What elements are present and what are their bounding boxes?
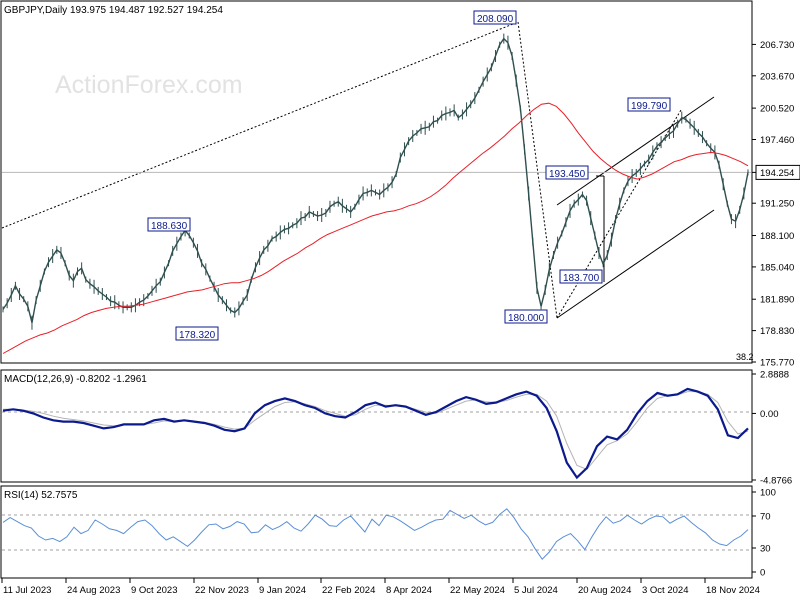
x-axis-tick-label: 22 Nov 2023 bbox=[195, 585, 249, 596]
x-axis-tick: 22 Nov 2023 bbox=[193, 578, 249, 596]
price-y-tick-label: 203.670 bbox=[760, 71, 794, 82]
price-level-label: 180.000 bbox=[504, 309, 548, 324]
price-y-tick-label: 181.890 bbox=[760, 295, 794, 306]
macd-y-tick-label: 0.00 bbox=[760, 409, 779, 420]
channel-upper-line bbox=[556, 96, 715, 206]
x-axis-tick: 9 Oct 2023 bbox=[129, 578, 177, 596]
x-axis-tick: 24 Aug 2023 bbox=[65, 578, 120, 596]
rsi-y-tick-label: 100 bbox=[760, 488, 776, 499]
x-axis-tick-label: 3 Oct 2024 bbox=[642, 585, 688, 596]
rsi-y-tick: 70 bbox=[752, 512, 771, 523]
price-y-tick: 188.100 bbox=[752, 231, 794, 242]
x-axis-tick-label: 20 Aug 2024 bbox=[578, 585, 631, 596]
x-axis-tick-label: 9 Oct 2023 bbox=[131, 585, 177, 596]
rsi-y-tick-label: 0 bbox=[760, 568, 765, 579]
watermark: ActionForex.com bbox=[55, 71, 243, 99]
price-level-label: 188.630 bbox=[147, 217, 191, 232]
x-axis-tick-label: 22 Feb 2024 bbox=[322, 585, 375, 596]
x-axis-tick: 18 Nov 2024 bbox=[704, 578, 760, 596]
rsi-panel-frame bbox=[0, 485, 753, 579]
x-axis-tick: 20 Aug 2024 bbox=[576, 578, 631, 596]
x-axis-tick-label: 24 Aug 2023 bbox=[67, 585, 120, 596]
price-level-text: 180.000 bbox=[508, 313, 545, 324]
price-level-text: 208.090 bbox=[477, 14, 514, 25]
rsi-y-tick: 30 bbox=[752, 544, 771, 555]
x-axis-tick: 11 Jul 2023 bbox=[1, 578, 51, 596]
price-y-tick-label: 188.100 bbox=[760, 231, 794, 242]
price-y-tick-label: 185.040 bbox=[760, 262, 794, 273]
fib-level-label: 38.2 bbox=[736, 352, 754, 362]
price-level-text: 183.700 bbox=[563, 273, 600, 284]
price-y-tick: 178.830 bbox=[752, 326, 794, 337]
price-y-tick-label: 175.770 bbox=[760, 358, 794, 369]
macd-y-tick: 2.8888 bbox=[752, 370, 789, 381]
rsi-panel-header: RSI(14) 52.7575 bbox=[4, 490, 78, 501]
x-axis-tick-label: 9 Jan 2024 bbox=[259, 585, 306, 596]
price-y-tick-label: 206.730 bbox=[760, 40, 794, 51]
macd-y-tick-label: 2.8888 bbox=[760, 370, 789, 381]
price-level-label: 199.790 bbox=[627, 97, 671, 112]
price-y-tick: 200.520 bbox=[752, 104, 794, 115]
price-y-tick: 203.670 bbox=[752, 71, 794, 82]
macd-y-tick: 0.00 bbox=[752, 409, 779, 420]
price-y-tick: 206.730 bbox=[752, 40, 794, 51]
x-axis-tick-label: 22 May 2024 bbox=[450, 585, 505, 596]
rsi-line bbox=[2, 508, 749, 560]
x-axis-tick: 3 Oct 2024 bbox=[640, 578, 688, 596]
macd-line bbox=[2, 387, 749, 480]
price-panel-header: GBPJPY,Daily 193.975 194.487 192.527 194… bbox=[4, 5, 223, 16]
price-level-label: 208.090 bbox=[473, 10, 517, 25]
x-axis-tick: 22 May 2024 bbox=[448, 578, 505, 596]
price-y-tick-label: 194.254 bbox=[760, 168, 794, 179]
macd-y-tick-label: -4.8766 bbox=[760, 476, 792, 487]
x-axis-tick-label: 5 Jul 2024 bbox=[514, 585, 558, 596]
price-y-tick-label: 200.520 bbox=[760, 104, 794, 115]
price-level-text: 188.630 bbox=[151, 221, 188, 232]
rsi-y-tick-label: 30 bbox=[760, 544, 771, 555]
x-axis-tick: 5 Jul 2024 bbox=[512, 578, 558, 596]
price-panel-frame bbox=[0, 0, 753, 364]
x-axis-tick-label: 8 Apr 2024 bbox=[386, 585, 432, 596]
price-level-label: 193.450 bbox=[545, 165, 589, 180]
price-y-tick: 185.040 bbox=[752, 262, 794, 273]
macd-y-tick: -4.8766 bbox=[752, 476, 792, 487]
rsi-y-tick-label: 70 bbox=[760, 512, 771, 523]
price-y-tick: 191.250 bbox=[752, 199, 794, 210]
price-y-tick-label: 178.830 bbox=[760, 326, 794, 337]
x-axis-tick: 8 Apr 2024 bbox=[384, 578, 432, 596]
rsi-y-tick: 0 bbox=[752, 568, 765, 579]
price-y-tick: 175.770 bbox=[752, 358, 794, 369]
x-axis-tick: 22 Feb 2024 bbox=[320, 578, 375, 596]
x-axis-tick-label: 18 Nov 2024 bbox=[706, 585, 760, 596]
macd-panel-frame bbox=[0, 369, 753, 483]
price-y-tick: 197.460 bbox=[752, 135, 794, 146]
price-level-label: 183.700 bbox=[559, 269, 603, 284]
x-axis-tick: 9 Jan 2024 bbox=[257, 578, 306, 596]
channel-lower-line bbox=[556, 209, 715, 319]
price-level-text: 193.450 bbox=[549, 169, 586, 180]
rsi-y-tick: 100 bbox=[752, 488, 776, 499]
macd-panel-header: MACD(12,26,9) -0.8202 -1.2961 bbox=[4, 374, 147, 385]
price-y-tick: 194.254 bbox=[752, 164, 800, 180]
price-y-tick-label: 191.250 bbox=[760, 199, 794, 210]
price-y-tick-label: 197.460 bbox=[760, 135, 794, 146]
price-level-text: 178.320 bbox=[179, 330, 216, 341]
x-axis-tick-label: 11 Jul 2023 bbox=[3, 585, 51, 596]
price-level-text: 199.790 bbox=[631, 101, 668, 112]
long-trendline bbox=[1, 21, 519, 229]
moving-average-line bbox=[2, 102, 749, 354]
price-y-tick: 181.890 bbox=[752, 295, 794, 306]
price-level-label: 178.320 bbox=[175, 326, 219, 341]
drop-trendline bbox=[517, 21, 558, 319]
